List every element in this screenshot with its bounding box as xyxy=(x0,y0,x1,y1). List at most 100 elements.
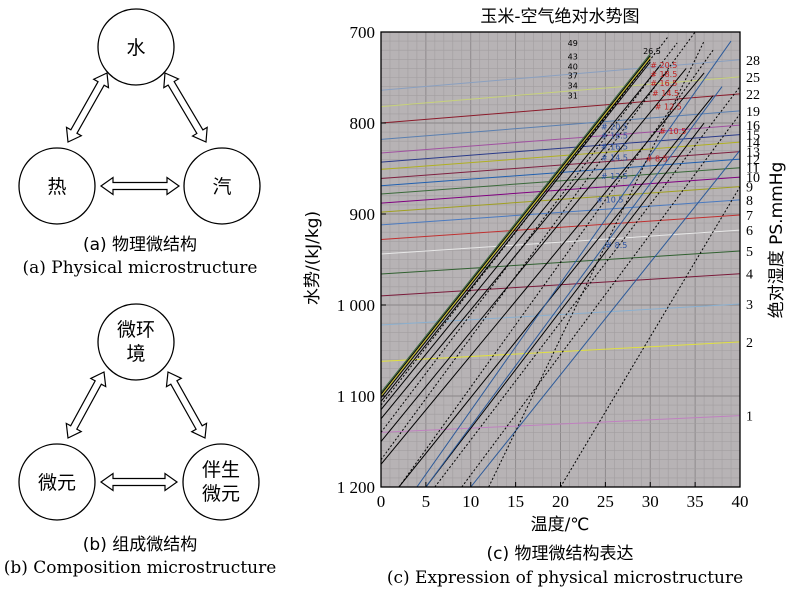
node-heat-label: 热 xyxy=(47,176,66,198)
line-label: 34 xyxy=(568,82,578,91)
arrow-environment-element xyxy=(65,371,107,439)
dotted-line xyxy=(381,36,669,406)
node-associated-element-line1: 伴生 xyxy=(202,459,240,481)
x-tick-label: 5 xyxy=(422,492,431,511)
x-axis-label: 温度/℃ xyxy=(531,515,590,535)
chart-title: 玉米-空气绝对水势图 xyxy=(480,7,639,27)
x-tick-label: 0 xyxy=(377,492,386,511)
y-tick-label: 700 xyxy=(350,23,376,42)
caption-b-en: (b) Composition microstructure xyxy=(4,558,277,578)
arrow-element-associated xyxy=(99,472,179,492)
temperature-line xyxy=(381,58,651,399)
dotted-line xyxy=(398,49,714,487)
node-vapor-label: 汽 xyxy=(212,176,231,198)
line-label: 43 xyxy=(568,53,578,62)
dotted-line xyxy=(381,32,696,460)
line-label-blue: # 8.5 xyxy=(605,241,627,250)
node-associated-element-line2: 微元 xyxy=(202,483,240,505)
temperature-line xyxy=(398,95,714,487)
right-tick-label: 4 xyxy=(746,268,753,283)
temperature-line xyxy=(381,57,651,397)
right-tick-label: 6 xyxy=(746,224,753,239)
isohumidity-line xyxy=(381,214,740,240)
y-tick-label: 1 200 xyxy=(337,478,375,497)
arrow-water-heat xyxy=(65,72,110,143)
node-water-label: 水 xyxy=(126,37,145,59)
y-tick-label: 900 xyxy=(350,205,376,224)
isohumidity-line xyxy=(381,59,740,91)
line-label-red: # 20.5 xyxy=(650,61,677,70)
line-label-blue: # 20.5 xyxy=(601,123,628,132)
line-label-blue: # 18.5 xyxy=(601,132,628,141)
caption-a-zh: (a) 物理微结构 xyxy=(83,235,197,255)
right-tick-label: 25 xyxy=(746,71,760,86)
temperature-line xyxy=(470,149,740,487)
right-tick-label: 2 xyxy=(746,336,753,351)
temperature-line xyxy=(425,122,705,487)
right-tick-label: 3 xyxy=(746,298,753,313)
x-tick-label: 25 xyxy=(597,492,614,511)
x-axis-ticks: 0 5 10 15 20 25 30 35 40 xyxy=(377,482,749,511)
x-tick-label: 15 xyxy=(507,492,524,511)
caption-c-en: (c) Expression of physical microstructur… xyxy=(387,568,743,588)
node-micro-environment: 微环 境 xyxy=(97,303,175,381)
line-label-red: # 12.5 xyxy=(655,103,682,112)
isohumidity-line xyxy=(381,186,740,213)
temperature-line xyxy=(381,61,651,402)
y-tick-label: 800 xyxy=(350,114,376,133)
temperature-line xyxy=(381,69,669,420)
node-heat: 热 xyxy=(18,147,96,225)
diagram-b: 微环 境 微元 伴生 微元 (b) 组成微结构 (b) Composition … xyxy=(4,303,277,578)
line-label: 37 xyxy=(568,72,578,81)
isohumidity-line xyxy=(381,151,740,180)
right-tick-label: 8 xyxy=(746,194,753,209)
right-tick-label: 1 xyxy=(746,410,753,425)
caption-b-zh: (b) 组成微结构 xyxy=(83,535,197,555)
right-tick-label: 22 xyxy=(746,88,760,103)
temperature-line xyxy=(416,40,732,487)
arrow-environment-associated xyxy=(165,371,208,439)
isohumidity-line xyxy=(381,124,740,154)
isohumidity-line xyxy=(381,167,740,195)
right-tick-label: 13 xyxy=(746,146,760,161)
isohumidity-line xyxy=(381,176,740,204)
isohumidity-line xyxy=(381,76,740,108)
node-water: 水 xyxy=(97,8,175,86)
arrow-water-vapor xyxy=(163,72,208,143)
diagram-b-arrows xyxy=(65,371,208,492)
line-label-red: # 14.5 xyxy=(652,89,679,98)
node-micro-environment-line1: 微环 xyxy=(117,319,155,341)
right-tick-label: 10 xyxy=(746,171,760,186)
isohumidity-line xyxy=(381,141,740,170)
arrow-heat-vapor xyxy=(99,176,181,196)
plot-grid xyxy=(381,32,740,487)
right-tick-label: 12 xyxy=(746,153,760,168)
isohumidity-line xyxy=(381,199,740,226)
line-label-red: # 10.5 xyxy=(659,127,686,136)
caption-a-en: (a) Physical microstructure xyxy=(22,258,257,278)
isohumidity-line xyxy=(381,134,740,163)
diagram-a: 水 热 汽 (a) 物理微结构 (a) Physical microstruct… xyxy=(18,8,261,278)
line-label-blue: # 14.5 xyxy=(601,154,628,163)
x-tick-label: 40 xyxy=(732,492,749,511)
node-vapor: 汽 xyxy=(183,147,261,225)
right-tick-label: 15 xyxy=(746,129,760,144)
right-tick-label: 16 xyxy=(746,119,760,134)
dotted-line xyxy=(381,42,678,433)
line-label-blue: # 16.5 xyxy=(601,143,628,152)
line-label: 31 xyxy=(568,92,578,101)
line-label: 49 xyxy=(568,39,578,48)
x-tick-label: 20 xyxy=(552,492,569,511)
right-tick-label: 7 xyxy=(746,209,753,224)
isohumidity-line xyxy=(381,93,740,124)
temperature-line xyxy=(381,66,660,410)
temperature-line xyxy=(381,55,651,395)
caption-c-zh: (c) 物理微结构表达 xyxy=(486,544,633,564)
right-tick-label: 28 xyxy=(746,54,760,69)
right-tick-label: 9 xyxy=(746,181,753,196)
right-axis-label: 绝对湿度 PS.mmHg xyxy=(767,162,787,319)
temperature-line xyxy=(425,86,723,487)
dotted-line xyxy=(461,113,740,487)
dotted-line xyxy=(488,40,705,487)
